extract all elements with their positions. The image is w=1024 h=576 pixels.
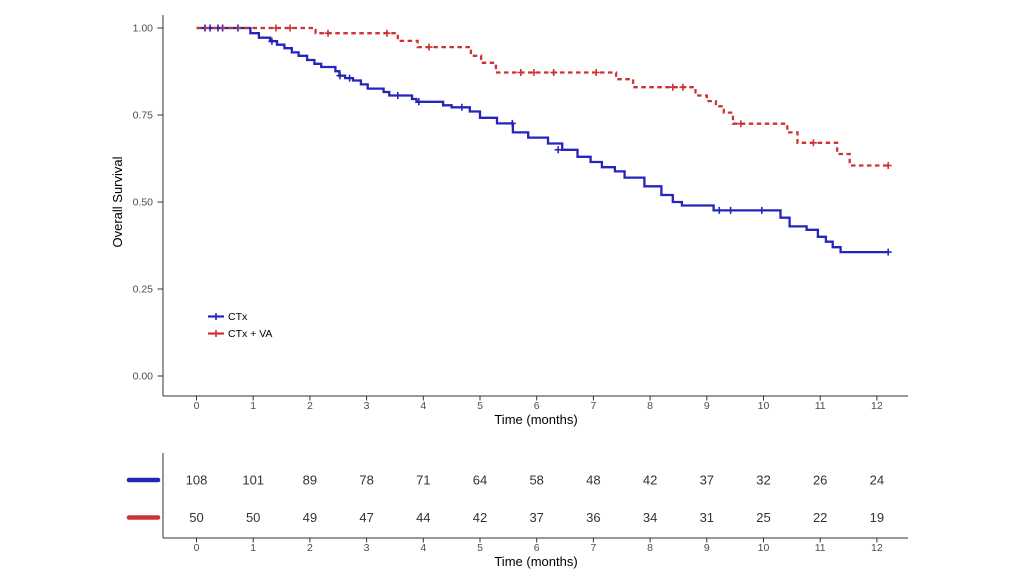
x-axis-tick-label: 4 <box>420 400 426 412</box>
x-axis-tick-label: 2 <box>307 400 313 412</box>
y-axis-tick-label: 0.50 <box>133 197 154 209</box>
risk-x-axis-tick-label: 11 <box>815 542 826 554</box>
risk-count: 50 <box>246 510 260 525</box>
risk-count: 36 <box>586 510 600 525</box>
x-axis-tick-label: 11 <box>815 400 826 412</box>
x-axis-tick-label: 3 <box>364 400 370 412</box>
risk-x-axis-tick-label: 5 <box>477 542 483 554</box>
censor-marks-ctx <box>201 24 892 256</box>
risk-count: 34 <box>643 510 657 525</box>
x-axis-title: Time (months) <box>494 412 577 427</box>
risk-x-axis-tick-label: 1 <box>250 542 256 554</box>
y-axis-title: Overall Survival <box>110 156 125 247</box>
x-axis-tick-label: 5 <box>477 400 483 412</box>
risk-count: 71 <box>416 473 430 488</box>
risk-count: 101 <box>242 473 264 488</box>
risk-count: 89 <box>303 473 317 488</box>
legend-label-ctx: CTx <box>228 311 248 323</box>
risk-count: 32 <box>756 473 770 488</box>
y-axis-tick-label: 0.00 <box>133 371 154 383</box>
x-axis-tick-label: 6 <box>534 400 540 412</box>
x-axis-tick-label: 0 <box>194 400 200 412</box>
risk-count: 22 <box>813 510 827 525</box>
censor-marks-ctx-va <box>272 24 892 169</box>
risk-count: 37 <box>700 473 714 488</box>
survival-curve-ctx <box>196 26 889 254</box>
risk-x-axis-tick-label: 3 <box>364 542 370 554</box>
risk-count: 31 <box>700 510 714 525</box>
risk-count: 44 <box>416 510 430 525</box>
chart-generated-layer: 0.000.250.500.751.000 1 2 3 4 5 6 7 8 9 10 11 120 1 2 3… <box>126 15 908 554</box>
risk-x-axis-tick-label: 0 <box>194 542 200 554</box>
risk-count: 42 <box>473 510 487 525</box>
risk-x-axis-tick-label: 10 <box>758 542 770 554</box>
legend-censor-plus-icon <box>212 313 220 320</box>
x-axis-tick-label: 12 <box>871 400 883 412</box>
risk-count: 37 <box>529 510 543 525</box>
risk-count: 108 <box>186 473 208 488</box>
risk-count: 49 <box>303 510 317 525</box>
risk-count: 78 <box>359 473 373 488</box>
risk-x-axis-tick-label: 7 <box>590 542 596 554</box>
x-axis-tick-label: 7 <box>590 400 596 412</box>
survival-curve-ctx-va <box>196 26 889 167</box>
legend-label-ctx-va: CTx + VA <box>228 328 272 340</box>
risk-x-axis-tick-label: 2 <box>307 542 313 554</box>
x-axis-tick-label: 1 <box>250 400 256 412</box>
risk-count: 19 <box>870 510 884 525</box>
y-axis-tick-label: 1.00 <box>133 23 154 35</box>
risk-x-axis-tick-label: 9 <box>704 542 710 554</box>
risk-count: 24 <box>870 473 884 488</box>
risk-count: 48 <box>586 473 600 488</box>
risk-count: 26 <box>813 473 827 488</box>
y-axis-tick-label: 0.75 <box>133 110 154 122</box>
risk-x-axis-tick-label: 12 <box>871 542 883 554</box>
risk-table-x-axis-title: Time (months) <box>494 554 577 569</box>
risk-count: 50 <box>189 510 203 525</box>
x-axis-tick-label: 10 <box>758 400 770 412</box>
x-axis-tick-label: 8 <box>647 400 653 412</box>
risk-x-axis-tick-label: 4 <box>420 542 426 554</box>
risk-count: 64 <box>473 473 487 488</box>
legend-censor-plus-icon <box>212 330 220 337</box>
risk-count: 58 <box>529 473 543 488</box>
risk-count: 47 <box>359 510 373 525</box>
risk-x-axis-tick-label: 8 <box>647 542 653 554</box>
x-axis-tick-label: 9 <box>704 400 710 412</box>
risk-count: 25 <box>756 510 770 525</box>
risk-count: 42 <box>643 473 657 488</box>
y-axis-tick-label: 0.25 <box>133 284 154 296</box>
risk-x-axis-tick-label: 6 <box>534 542 540 554</box>
